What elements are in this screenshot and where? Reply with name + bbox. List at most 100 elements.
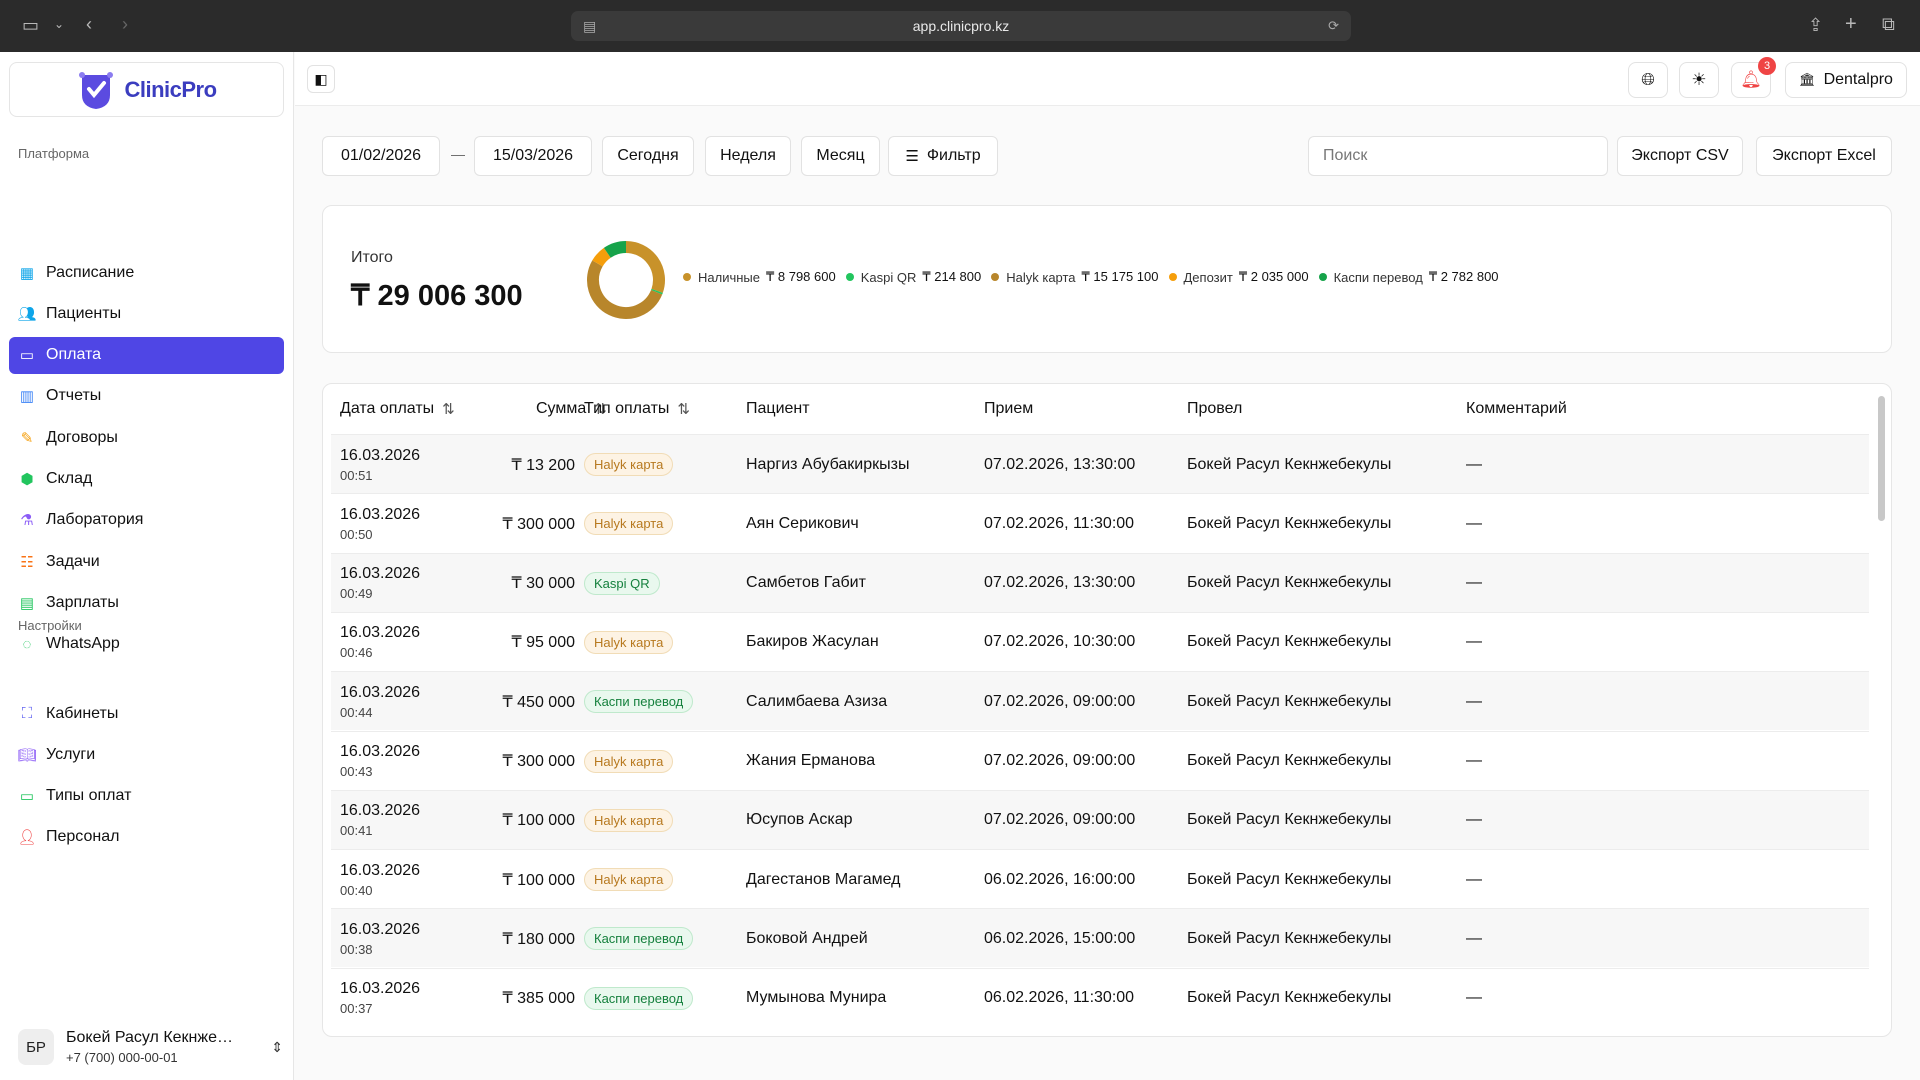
payment-type-badge: Halyk карта	[584, 808, 674, 832]
table-row[interactable]: 16.03.2026 00:51 ₸ 13 200 Halyk карта На…	[331, 434, 1869, 493]
cell-patient[interactable]: Бакиров Жасулан	[746, 633, 879, 651]
sidebar-item-0[interactable]: ⛶ Кабинеты	[9, 695, 284, 732]
sidebar-toggle-icon[interactable]: ▭	[22, 15, 40, 35]
reload-icon[interactable]: ⟳	[1328, 18, 1339, 33]
address-bar[interactable]: ▤ app.clinicpro.kz ⟳	[571, 11, 1351, 41]
staff-icon: 👤︎	[17, 829, 37, 847]
table-row[interactable]: 16.03.2026 00:44 ₸ 450 000 Каспи перевод…	[331, 671, 1869, 731]
header-type[interactable]: Тип оплаты ⇅	[584, 400, 690, 418]
user-menu[interactable]: БР Бокей Расул Кекнже… +7 (700) 000-00-0…	[18, 1022, 283, 1072]
header-date[interactable]: Дата оплаты ⇅	[340, 400, 455, 418]
legend-dot	[1168, 273, 1177, 281]
sidebar-item-3[interactable]: 👤︎ Персонал	[9, 819, 284, 856]
sidebar-item-3[interactable]: ▥ Отчеты	[9, 378, 284, 415]
sidebar-item-2[interactable]: ▭ Оплата	[9, 336, 284, 374]
sidebar-item-5[interactable]: ⬢ Склад	[9, 461, 284, 498]
scrollbar-thumb[interactable]	[1878, 396, 1885, 521]
payment-donut-chart	[587, 241, 665, 319]
sidebar-item-1[interactable]: 📖︎ Услуги	[9, 736, 284, 773]
chevron-down-icon[interactable]: ⌄	[54, 17, 65, 31]
table-row[interactable]: 16.03.2026 00:49 ₸ 30 000 Kaspi QR Самбе…	[331, 552, 1869, 613]
date-to-input[interactable]: 15/03/2026	[474, 136, 592, 176]
sidebar-item-label: Отчеты	[46, 387, 102, 405]
sidebar-item-7[interactable]: ☷ Задачи	[9, 543, 284, 580]
forward-icon[interactable]: ›	[122, 14, 128, 34]
table-row[interactable]: 16.03.2026 00:37 ₸ 385 000 Каспи перевод…	[331, 967, 1869, 1027]
language-button[interactable]: 🌐︎	[1628, 62, 1668, 98]
table-row[interactable]: 16.03.2026 00:43 ₸ 300 000 Halyk карта Ж…	[331, 730, 1869, 790]
sidebar-item-6[interactable]: ⚗ Лаборатория	[9, 502, 284, 539]
cell-patient[interactable]: Аян Серикович	[746, 514, 859, 532]
donut-slice-3	[592, 247, 611, 267]
cell-sum: ₸ 385 000	[502, 990, 575, 1008]
cell-type: Kaspi QR	[584, 554, 660, 613]
cell-patient[interactable]: Боковой Андрей	[746, 929, 868, 947]
cell-patient[interactable]: Салимбаева Азиза	[746, 692, 888, 710]
header-type-label: Тип оплаты	[584, 400, 670, 417]
cell-comment: —	[1466, 455, 1482, 473]
export-excel-button[interactable]: Экспорт Excel	[1756, 136, 1892, 176]
filter-button[interactable]: ☰ Фильтр	[888, 136, 998, 176]
week-button[interactable]: Неделя	[705, 136, 791, 176]
cell-by: Бокей Расул Кекнжебекулы	[1187, 870, 1392, 888]
cell-patient[interactable]: Наргиз Абубакиркызы	[746, 455, 910, 473]
organization-button[interactable]: 🏛︎ Dentalpro	[1785, 62, 1907, 98]
back-icon[interactable]: ‹	[86, 14, 92, 34]
sidebar-item-4[interactable]: ✎ Договоры	[9, 419, 284, 456]
logo[interactable]: ClinicPro	[9, 62, 284, 117]
table-scrollbar[interactable]	[1878, 390, 1886, 1030]
cell-patient[interactable]: Мумынова Мунира	[746, 989, 887, 1007]
today-button[interactable]: Сегодня	[602, 136, 694, 176]
header-sum[interactable]: Сумма ⇅	[536, 400, 607, 418]
date-from-input[interactable]: 01/02/2026	[322, 136, 440, 176]
chevron-up-down-icon[interactable]: ⇕	[271, 1038, 283, 1055]
cell-patient[interactable]: Дагестанов Магамед	[746, 870, 901, 888]
table-row[interactable]: 16.03.2026 00:50 ₸ 300 000 Halyk карта А…	[331, 493, 1869, 552]
payment-date: 16.03.2026	[340, 920, 421, 938]
cell-patient[interactable]: Юсупов Аскар	[746, 811, 853, 829]
sidebar-item-8[interactable]: ▤ Зарплаты	[9, 584, 284, 621]
share-icon[interactable]: ⇪	[1808, 15, 1824, 35]
sort-icon[interactable]: ⇅	[594, 401, 607, 418]
sort-icon[interactable]: ⇅	[677, 401, 690, 418]
sidebar-item-0[interactable]: ▦ Расписание	[9, 254, 284, 291]
legend-value: ₸ 15 175 100	[1081, 269, 1159, 284]
cell-patient[interactable]: Жания Ерманова	[746, 752, 876, 769]
cell-type: Halyk карта	[584, 613, 674, 672]
cell-sum: ₸ 300 000	[502, 515, 575, 533]
sidebar-item-9[interactable]: ◌ WhatsApp	[9, 626, 284, 663]
legend-name: Наличные	[698, 269, 760, 285]
browser-toolbar: ▭ ⌄ ‹ › ▤ app.clinicpro.kz ⟳ ⇪ + ⧉	[0, 0, 1920, 52]
summary-card: Итого ₸ 29 006 300 Наличные ₸ 8 798 600 Ka…	[322, 205, 1892, 353]
sidebar-item-label: Договоры	[46, 428, 118, 446]
table-header: Дата оплаты ⇅ Сумма ⇅ Тип оплаты ⇅ Пациент …	[331, 384, 1869, 434]
table-row[interactable]: 16.03.2026 00:46 ₸ 95 000 Halyk карта Ба…	[331, 611, 1869, 672]
tabs-overview-icon[interactable]: ⧉	[1882, 14, 1895, 34]
payment-date: 16.03.2026	[340, 505, 421, 523]
sidebar-item-1[interactable]: 👥︎ Пациенты	[9, 295, 284, 332]
table-row[interactable]: 16.03.2026 00:40 ₸ 100 000 Halyk карта Д…	[331, 849, 1869, 908]
new-tab-icon[interactable]: +	[1845, 13, 1857, 35]
settings-group-label: Настройки	[18, 618, 82, 633]
notifications-button[interactable]: 🔔︎ 3	[1731, 57, 1776, 98]
header-appointment: Прием	[984, 400, 1034, 417]
document-edit-icon: ✎	[20, 429, 34, 447]
search-input[interactable]	[1308, 136, 1608, 176]
cell-sum: ₸ 300 000	[502, 753, 575, 770]
payment-type-badge: Halyk карта	[584, 630, 674, 654]
table-row[interactable]: 16.03.2026 00:41 ₸ 100 000 Halyk карта Ю…	[331, 789, 1869, 849]
export-csv-button[interactable]: Экспорт CSV	[1617, 136, 1743, 176]
legend-value: ₸ 8 798 600	[766, 269, 836, 284]
theme-toggle-button[interactable]: ☀	[1679, 62, 1719, 98]
page-settings-icon[interactable]: ▤	[583, 17, 597, 34]
cell-sum: ₸ 450 000	[502, 693, 575, 711]
cell-type: Halyk карта	[584, 494, 674, 553]
sidebar-item-2[interactable]: ▭ Типы оплат	[9, 778, 284, 815]
table-row[interactable]: 16.03.2026 00:38 ₸ 180 000 Каспи перевод…	[331, 908, 1869, 968]
month-button[interactable]: Месяц	[801, 136, 880, 176]
payment-time: 00:44	[340, 704, 373, 720]
toggle-sidebar-button[interactable]: ◧	[307, 65, 335, 93]
sort-icon[interactable]: ⇅	[442, 401, 455, 418]
header-comment: Комментарий	[1466, 400, 1567, 417]
cell-patient[interactable]: Самбетов Габит	[746, 574, 866, 592]
